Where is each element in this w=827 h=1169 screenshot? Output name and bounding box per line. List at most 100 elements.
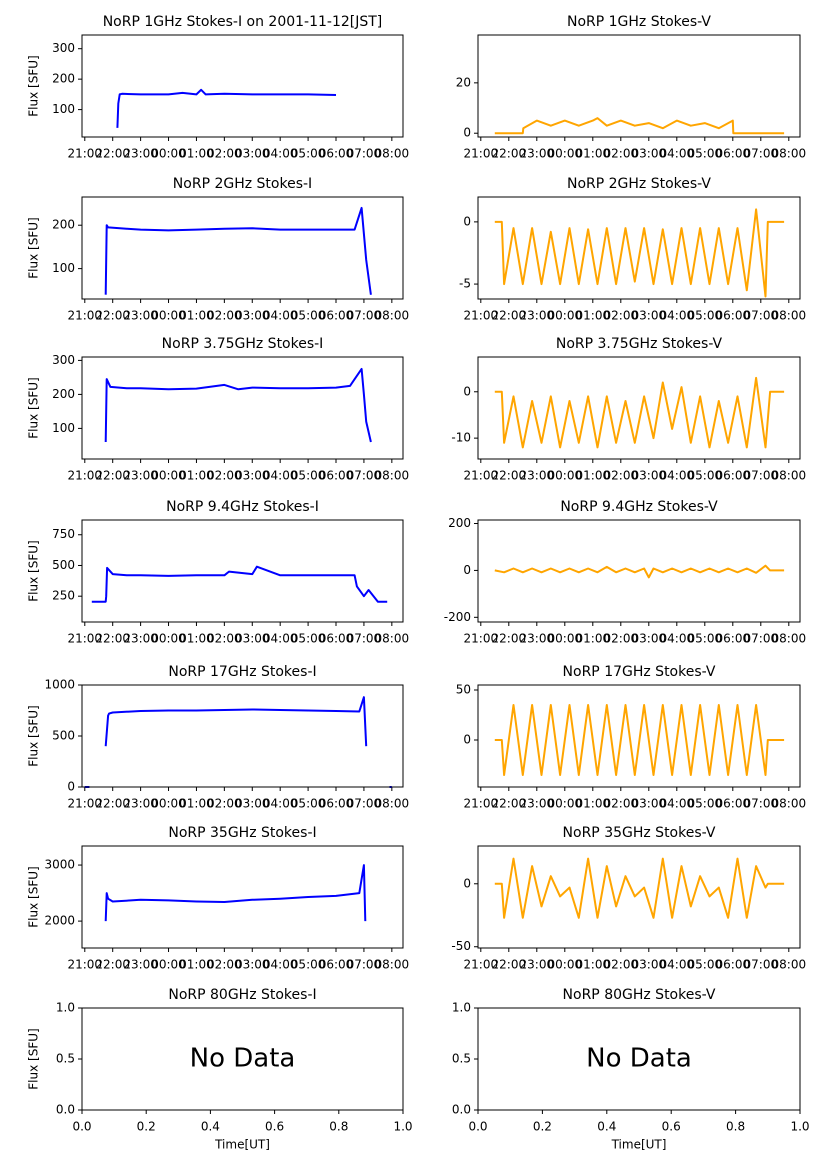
x-tick-label: 00:00 [151,469,186,483]
x-tick-label: 08:00 [375,309,410,323]
x-tick-label: 07:00 [347,147,382,161]
axes-frame [477,34,801,138]
x-tick-label: 06:00 [319,469,354,483]
x-tick-label: 08:00 [375,632,410,646]
x-axis-label: Time[UT] [611,1138,667,1152]
data-line [494,704,785,776]
x-tick-label: 06:00 [716,147,751,161]
x-tick-label: 1.0 [790,1120,809,1134]
panel-title: NoRP 1GHz Stokes-I on 2001-11-12[JST] [103,14,383,30]
x-tick-label: 08:00 [375,147,410,161]
y-tick-label: 200 [448,516,471,530]
x-tick-label: 21:00 [464,632,499,646]
x-tick-label: 23:00 [520,797,555,811]
x-tick-label: 01:00 [179,632,214,646]
x-tick-label: 02:00 [604,147,639,161]
x-tick-label: 05:00 [688,797,723,811]
x-tick-label: 0.8 [329,1120,348,1134]
x-tick-label: 05:00 [688,958,723,972]
x-tick-label: 01:00 [179,469,214,483]
x-tick-label: 04:00 [660,309,695,323]
x-tick-label: 02:00 [207,309,242,323]
x-tick-label: 22:00 [95,469,130,483]
x-tick-label: 02:00 [207,147,242,161]
y-tick-label: 0 [463,563,471,577]
x-tick-label: 01:00 [179,958,214,972]
y-tick-label: 0 [463,384,471,398]
y-tick-label: 200 [52,72,75,86]
x-tick-label: 02:00 [207,797,242,811]
axes-frame [81,845,404,949]
panel-title: NoRP 35GHz Stokes-I [168,825,316,841]
x-tick-label: 0.6 [265,1120,284,1134]
data-line [494,208,785,298]
y-tick-label: 250 [52,589,75,603]
x-tick-label: 22:00 [95,958,130,972]
x-tick-label: 00:00 [548,147,583,161]
x-tick-label: 05:00 [291,958,326,972]
x-tick-label: 23:00 [520,147,555,161]
panel-title: NoRP 3.75GHz Stokes-I [162,336,324,352]
data-line [104,367,372,443]
panel-title: NoRP 2GHz Stokes-V [567,176,711,192]
axes-frame [477,356,801,460]
x-tick-label: 04:00 [263,958,298,972]
x-tick-label: 07:00 [347,632,382,646]
x-tick-label: 21:00 [464,797,499,811]
x-tick-label: 23:00 [520,632,555,646]
panel-title: NoRP 2GHz Stokes-I [173,176,312,192]
x-tick-label: 0.6 [662,1120,681,1134]
panel-title: NoRP 9.4GHz Stokes-I [166,499,319,515]
axes-frame [81,684,404,788]
x-tick-label: 03:00 [235,469,270,483]
x-tick-label: 02:00 [604,632,639,646]
x-tick-label: 23:00 [520,469,555,483]
axes-frame [477,1007,801,1111]
x-tick-label: 00:00 [548,469,583,483]
x-tick-label: 06:00 [716,797,751,811]
x-tick-label: 04:00 [263,147,298,161]
y-axis-label: Flux [SFU] [27,540,41,601]
x-tick-label: 02:00 [604,797,639,811]
x-tick-label: 06:00 [319,309,354,323]
annotation: No Data [586,1044,692,1074]
data-line [116,88,337,128]
x-tick-label: 00:00 [548,797,583,811]
y-tick-label: 0 [463,876,471,890]
y-axis-label: Flux [SFU] [27,705,41,766]
x-tick-label: 05:00 [291,797,326,811]
data-line [84,696,392,788]
panel-title: NoRP 80GHz Stokes-I [168,987,316,1003]
x-tick-label: 03:00 [235,797,270,811]
x-tick-label: 21:00 [67,958,102,972]
axes-frame [81,1007,404,1111]
x-tick-label: 21:00 [464,147,499,161]
x-tick-label: 08:00 [772,958,807,972]
x-tick-label: 21:00 [67,309,102,323]
x-tick-label: 0.0 [72,1120,91,1134]
x-tick-label: 03:00 [632,469,667,483]
y-axis-label: Flux [SFU] [27,866,41,927]
y-tick-label: 50 [456,683,471,697]
x-tick-label: 06:00 [716,958,751,972]
x-tick-label: 01:00 [576,632,611,646]
x-tick-label: 02:00 [207,958,242,972]
axes-frame [477,684,801,788]
x-tick-label: 0.0 [468,1120,487,1134]
x-tick-label: 03:00 [235,958,270,972]
x-tick-label: 07:00 [347,309,382,323]
x-tick-label: 22:00 [492,469,527,483]
y-tick-label: 500 [52,729,75,743]
x-tick-label: 0.8 [726,1120,745,1134]
x-tick-label: 22:00 [95,632,130,646]
axes-frame [477,196,801,300]
x-tick-label: 08:00 [772,797,807,811]
x-tick-label: 01:00 [179,797,214,811]
data-line [91,565,388,603]
x-tick-label: 00:00 [151,309,186,323]
x-tick-label: 05:00 [688,309,723,323]
x-tick-label: 05:00 [291,632,326,646]
y-tick-label: 2000 [44,914,75,928]
x-tick-label: 06:00 [319,797,354,811]
